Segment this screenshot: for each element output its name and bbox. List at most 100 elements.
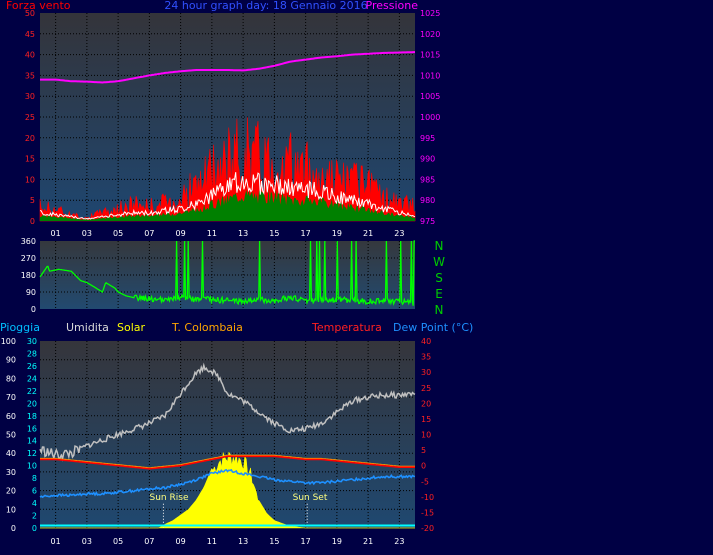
x-tick-label: 13 (238, 229, 248, 238)
rain-y-tick-label: 28 (27, 349, 37, 358)
rain-y-tick-label: 24 (27, 374, 37, 383)
pressure-y-tick-label: 1020 (420, 30, 440, 39)
data-marks (39, 51, 416, 529)
humidity-y-tick-label: 20 (6, 487, 16, 496)
wind-y-tick-label: 35 (25, 71, 35, 80)
x-tick-label: 09 (176, 537, 186, 546)
x-tick-label: 11 (207, 537, 217, 546)
sun-rise-label: Sun Rise (150, 493, 189, 503)
wind-y-tick-label: 45 (25, 30, 35, 39)
pressure-line (40, 51, 415, 84)
temperature-y-tick-label: -5 (421, 477, 429, 486)
direction-label-n-bottom: N (435, 303, 444, 317)
temperature-y-tick-label: -15 (421, 508, 434, 517)
humidity-y-tick-label: 40 (6, 449, 16, 458)
chart-title: 24 hour graph day: 18 Gennaio 2016 (164, 0, 367, 12)
humidity-y-tick-label: 80 (6, 374, 16, 383)
wind-y-tick-label: 15 (25, 155, 35, 164)
direction-label-w: W (433, 255, 445, 269)
x-tick-label: 01 (51, 537, 61, 546)
x-tick-label: 19 (332, 537, 342, 546)
temperature-y-tick-label: -20 (421, 524, 434, 533)
wind-y-tick-label: 5 (30, 196, 35, 205)
wind-speed-axis-title: Forza vento (6, 0, 71, 12)
legend-temperature: Temperatura (311, 321, 382, 334)
temperature-y-tick-label: 15 (421, 415, 431, 424)
x-tick-label: 07 (144, 537, 154, 546)
wind-y-tick-label: 25 (25, 113, 35, 122)
x-tick-label: 09 (176, 229, 186, 238)
direction-label-n-top: N (435, 239, 444, 253)
pressure-y-tick-label: 990 (420, 155, 435, 164)
x-tick-label: 21 (363, 537, 373, 546)
pressure-y-tick-label: 1010 (420, 71, 440, 80)
direction-y-tick-label: 360 (21, 237, 36, 246)
direction-y-tick-label: 180 (21, 271, 36, 280)
direction-label-e: E (435, 287, 443, 301)
rain-y-tick-label: 18 (27, 412, 37, 421)
humidity-y-tick-label: 50 (6, 431, 16, 440)
pressure-y-tick-label: 1000 (420, 113, 440, 122)
rain-y-tick-label: 20 (27, 399, 37, 408)
rain-y-tick-label: 8 (32, 474, 37, 483)
temperature-y-tick-label: 35 (421, 353, 431, 362)
pressure-axis-title: Pressione (366, 0, 419, 12)
x-tick-label: 19 (332, 229, 342, 238)
humidity-y-tick-label: 10 (6, 505, 16, 514)
wind-gust-area (39, 117, 416, 222)
pressure-y-tick-label: 975 (420, 217, 435, 226)
x-tick-label: 17 (301, 537, 311, 546)
rain-y-tick-label: 4 (32, 499, 37, 508)
x-tick-label: 17 (301, 229, 311, 238)
x-tick-label: 15 (269, 229, 279, 238)
x-tick-label: 03 (82, 229, 92, 238)
rain-y-tick-label: 16 (27, 424, 37, 433)
humidity-y-tick-label: 70 (6, 393, 16, 402)
humidity-y-tick-label: 60 (6, 412, 16, 421)
humidity-line (39, 362, 416, 462)
x-tick-label: 15 (269, 537, 279, 546)
direction-y-tick-label: 270 (21, 254, 36, 263)
wind-y-tick-label: 0 (30, 217, 35, 226)
wind-y-tick-label: 50 (25, 9, 35, 18)
legend-solar: Solar (117, 321, 146, 334)
x-tick-label: 07 (144, 229, 154, 238)
rain-y-tick-label: 12 (27, 449, 37, 458)
x-tick-label: 03 (82, 537, 92, 546)
pressure-y-tick-label: 980 (420, 196, 435, 205)
wind-y-tick-label: 20 (25, 134, 35, 143)
humidity-y-tick-label: 30 (6, 468, 16, 477)
x-tick-label: 01 (51, 229, 61, 238)
pressure-y-tick-label: 1025 (420, 9, 440, 18)
rain-y-tick-label: 14 (27, 437, 37, 446)
wind-y-tick-label: 40 (25, 51, 35, 60)
temperature-line (40, 455, 415, 470)
rain-y-tick-label: 6 (32, 487, 37, 496)
rain-y-tick-label: 0 (32, 524, 37, 533)
temperature-y-tick-label: 5 (421, 446, 426, 455)
x-tick-label: 11 (207, 229, 217, 238)
direction-y-tick-label: 0 (31, 305, 36, 314)
pressure-y-tick-label: 1005 (420, 92, 440, 101)
legend-rain: Pioggia (0, 321, 40, 334)
wind-low-area (40, 189, 415, 221)
wind-average-line (39, 172, 416, 220)
pressure-y-tick-label: 1015 (420, 51, 440, 60)
temperature-y-tick-label: 30 (421, 368, 431, 377)
humidity-y-tick-label: 0 (11, 524, 16, 533)
temperature-y-tick-label: 25 (421, 384, 431, 393)
x-tick-label: 05 (113, 537, 123, 546)
temperature-y-tick-label: 0 (421, 462, 426, 471)
pressure-y-tick-label: 995 (420, 134, 435, 143)
legend-temp-colombaia: T. Colombaia (171, 321, 243, 334)
temperature-y-tick-label: 10 (421, 431, 431, 440)
x-tick-label: 23 (394, 229, 404, 238)
direction-y-tick-label: 90 (26, 288, 36, 297)
x-tick-label: 23 (394, 537, 404, 546)
temperature-y-tick-label: 40 (421, 337, 431, 346)
legend-dew-point: Dew Point (°C) (393, 321, 473, 334)
rain-y-tick-label: 30 (27, 337, 37, 346)
